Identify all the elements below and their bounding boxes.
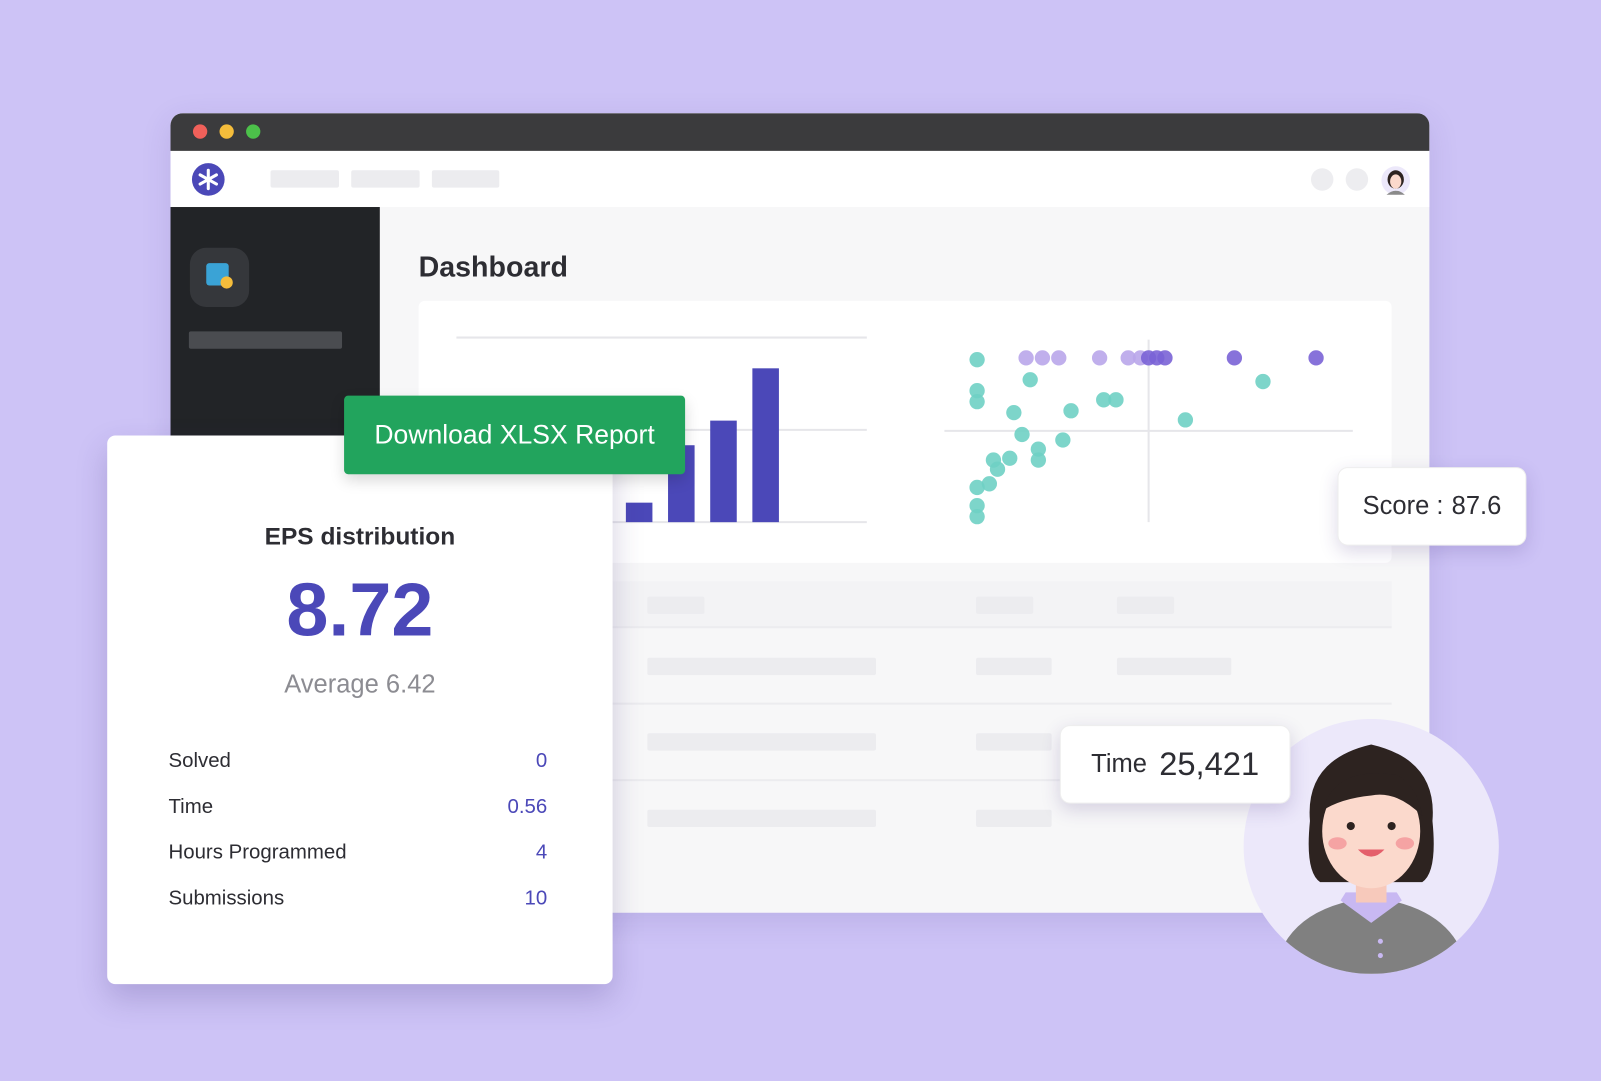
table-cell xyxy=(976,809,1052,828)
stat-value: 10 xyxy=(524,887,548,910)
table-cell xyxy=(647,733,877,751)
stat-row: Time 0.56 xyxy=(168,795,547,826)
table-cell xyxy=(1116,657,1232,676)
scatter-point xyxy=(1157,350,1173,366)
scatter-point xyxy=(969,479,985,496)
app-icon[interactable] xyxy=(189,247,250,307)
icon-shape xyxy=(220,276,233,289)
scatter-point xyxy=(989,461,1006,477)
window-close[interactable] xyxy=(192,124,208,139)
scatter-point xyxy=(1226,350,1243,366)
scatter-point xyxy=(1030,452,1047,468)
window-minimize[interactable] xyxy=(219,124,234,139)
time-label: Time xyxy=(1091,749,1147,779)
scatter-point xyxy=(1055,432,1071,448)
card-average: Average 6.42 xyxy=(284,670,436,699)
bar xyxy=(710,420,737,523)
scatter-point xyxy=(1018,350,1034,366)
scatter-point xyxy=(969,352,985,368)
scatter-point xyxy=(1022,372,1038,388)
title-bar xyxy=(170,113,1430,151)
user-avatar[interactable] xyxy=(1380,165,1411,196)
table-cell xyxy=(976,733,1052,751)
stat-value: 0 xyxy=(535,749,548,772)
stat-label: Submissions xyxy=(168,887,285,910)
scatter-point xyxy=(969,498,985,514)
scatter-point xyxy=(1308,350,1324,366)
header-cell xyxy=(647,596,705,614)
time-value: 25,421 xyxy=(1159,745,1260,783)
scatter-point xyxy=(1030,441,1047,457)
stat-value: 0.56 xyxy=(507,795,548,818)
stat-row: Submissions 10 xyxy=(168,887,547,918)
window-maximize[interactable] xyxy=(246,124,261,139)
scatter-point xyxy=(1177,412,1194,428)
table-cell xyxy=(647,657,877,676)
row-divider xyxy=(418,779,1392,782)
scatter-point xyxy=(1014,426,1030,443)
score-value: 87.6 xyxy=(1451,491,1502,521)
scatter-point xyxy=(1108,392,1124,408)
dashboard-title: Dashboard xyxy=(418,250,568,283)
scatter-point xyxy=(969,383,985,399)
nav-item[interactable] xyxy=(351,170,420,188)
person-illustration xyxy=(1243,718,1499,974)
scatter-point xyxy=(1002,450,1018,466)
nav-item[interactable] xyxy=(431,170,500,188)
logo[interactable] xyxy=(191,162,226,197)
stat-row: Hours Programmed 4 xyxy=(168,841,547,872)
scatter-point xyxy=(1255,373,1271,390)
card-title: EPS distribution xyxy=(264,523,456,551)
stat-label: Hours Programmed xyxy=(168,841,347,864)
scatter-point xyxy=(1096,392,1112,408)
nav-item[interactable] xyxy=(270,170,339,188)
scatter-point xyxy=(981,476,998,492)
stat-label: Solved xyxy=(168,749,231,772)
row-divider xyxy=(418,702,1392,705)
header-cell xyxy=(1116,596,1175,614)
nav-bar xyxy=(170,150,1430,208)
stat-value: 4 xyxy=(535,841,548,864)
scatter-point xyxy=(969,509,985,525)
bar xyxy=(625,502,653,523)
card-value: 8.72 xyxy=(286,567,434,652)
scatter-point xyxy=(1006,404,1022,421)
scatter-point xyxy=(1091,350,1108,366)
scatter-point xyxy=(1063,403,1079,419)
scatter-point xyxy=(1120,350,1136,366)
nav-icon[interactable] xyxy=(1310,168,1334,191)
header-cell xyxy=(976,596,1034,614)
scatter-point xyxy=(1034,350,1051,366)
score-label: Score : xyxy=(1362,491,1444,521)
table-cell xyxy=(976,657,1052,676)
scatter-point xyxy=(969,394,985,410)
stat-row: Solved 0 xyxy=(168,750,547,781)
eps-card: EPS distribution 8.72 Average 6.42 Solve… xyxy=(107,435,613,985)
sidebar-item[interactable] xyxy=(188,331,343,349)
stat-label: Time xyxy=(168,795,214,818)
bar xyxy=(752,368,779,523)
window: Dashboard xyxy=(170,113,1430,913)
score-tooltip: Score :87.6 xyxy=(1337,467,1527,546)
nav-icon[interactable] xyxy=(1345,168,1369,191)
table-cell xyxy=(647,809,877,828)
download-button[interactable]: Download XLSX Report xyxy=(344,395,686,475)
scatter-point xyxy=(1051,350,1067,366)
time-tooltip: Time 25,421 xyxy=(1059,725,1291,804)
